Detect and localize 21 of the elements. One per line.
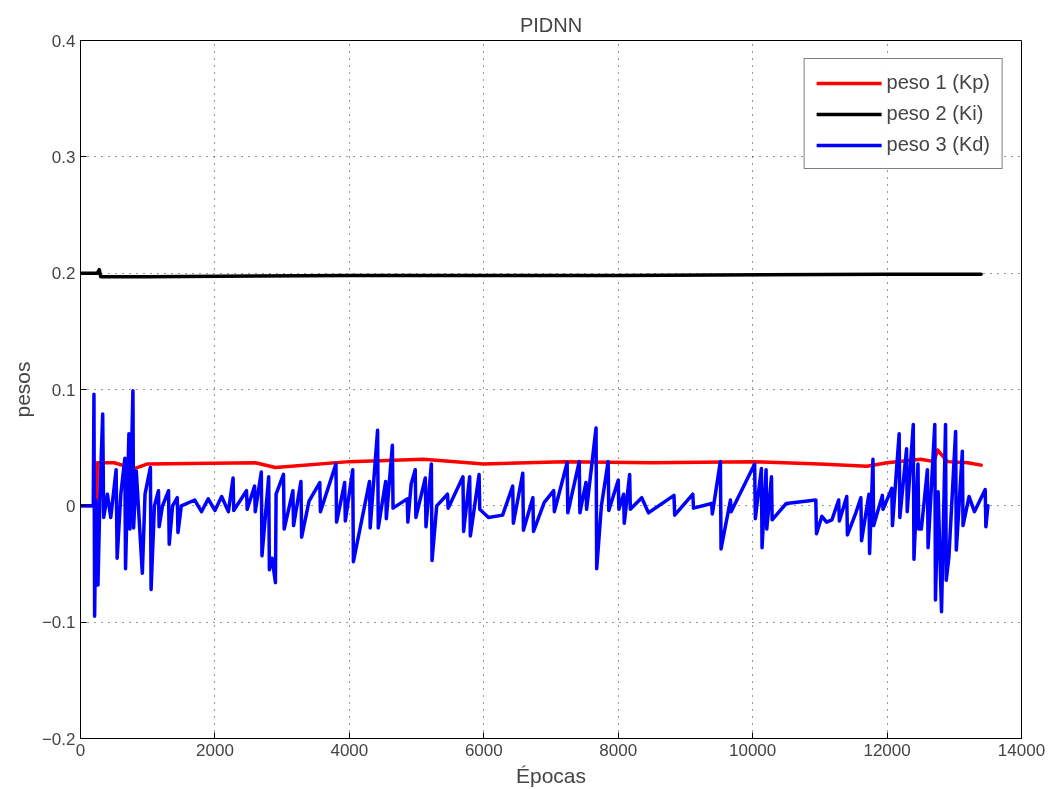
- x-axis-title: Épocas: [515, 763, 587, 787]
- y-tick-label: −0.2: [41, 729, 76, 749]
- x-tick-label: 6000: [464, 740, 503, 760]
- y-axis-title: pesos: [10, 361, 34, 418]
- x-tick-label: 10000: [729, 740, 777, 760]
- y-tick-label: 0.3: [51, 147, 76, 167]
- x-tick-label: 12000: [863, 740, 911, 760]
- y-tick-label: 0.1: [51, 380, 76, 400]
- legend-label: peso 1 (Kp): [886, 71, 990, 94]
- legend-label: peso 2 (Ki): [886, 102, 984, 125]
- y-tick-label: 0.4: [51, 31, 76, 51]
- x-tick-label: 14000: [997, 740, 1046, 760]
- line-series: [80, 388, 990, 619]
- x-tick-label: 2000: [196, 740, 234, 760]
- x-tick-label: 4000: [330, 740, 369, 760]
- x-tick-label: 8000: [599, 740, 638, 760]
- chart-title: PIDNN: [519, 13, 583, 36]
- y-tick-label: −0.1: [41, 613, 76, 633]
- y-tick-label: 0: [66, 496, 76, 516]
- legend-label: peso 3 (Kd): [886, 133, 990, 156]
- y-tick-label: 0.2: [51, 264, 76, 284]
